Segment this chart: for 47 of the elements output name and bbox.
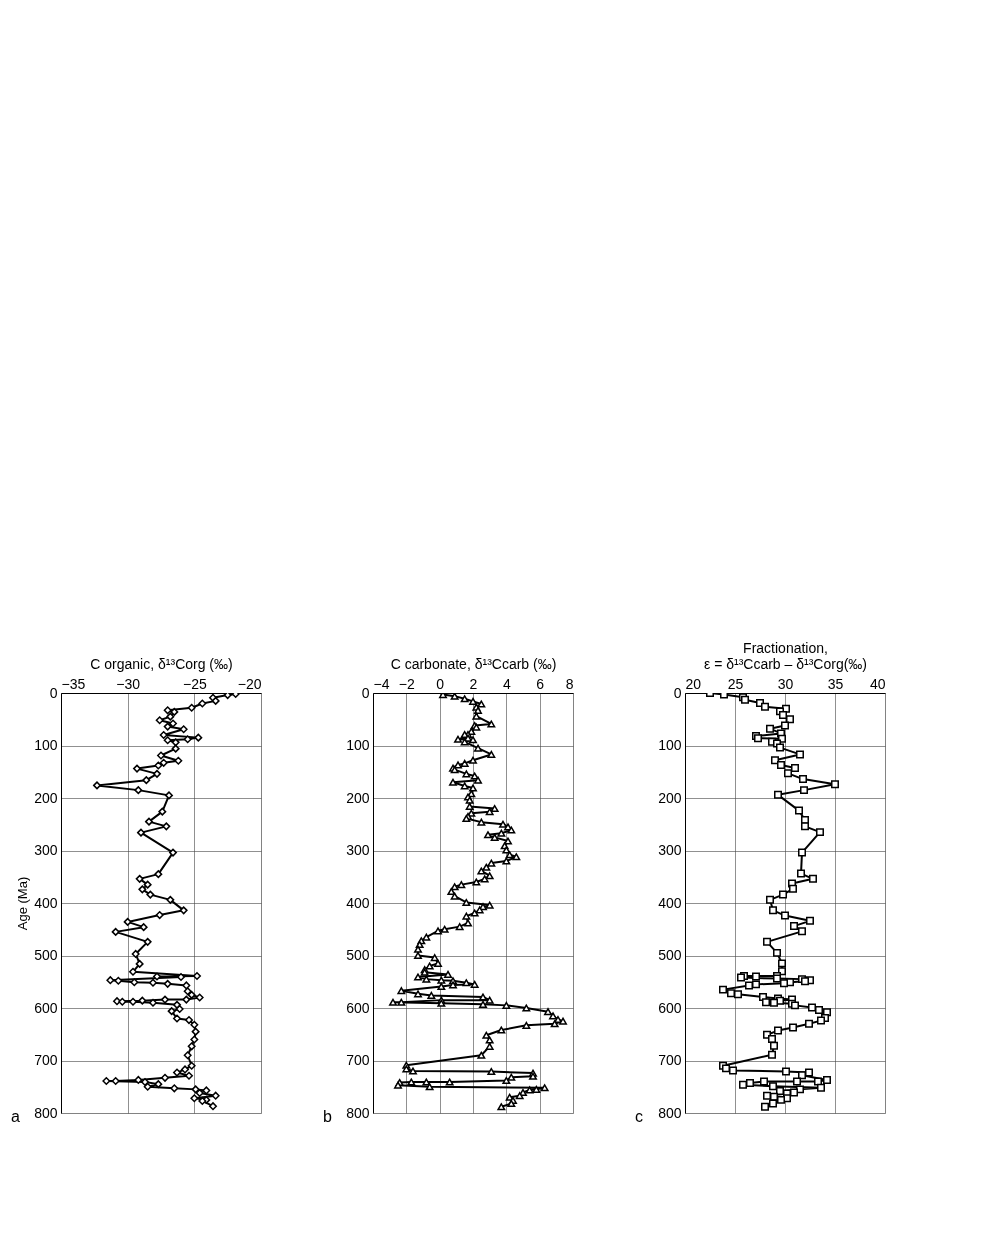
y-tick-label: 200: [658, 789, 682, 806]
x-tick-label: 8: [565, 675, 574, 692]
y-tick-label: 600: [658, 999, 682, 1016]
y-tick-label: 800: [658, 1104, 682, 1121]
y-tick-label: 500: [34, 947, 58, 963]
y-tick-label: 400: [346, 894, 370, 911]
y-tick-label: 200: [34, 789, 58, 806]
y-tick-label: 800: [34, 1104, 58, 1121]
x-tick-label: 30: [777, 675, 794, 692]
y-tick-label: 700: [346, 1052, 370, 1068]
x-tick-label: 2: [469, 675, 478, 692]
y-tick-label: 500: [346, 947, 370, 963]
y-tick-label: 300: [658, 842, 682, 858]
x-tick-label: 25: [727, 675, 744, 692]
y-tick-label: 200: [346, 789, 370, 806]
y-tick-label: 400: [34, 894, 58, 911]
x-tick-label: 4: [502, 675, 511, 692]
y-tick-label: 500: [658, 947, 682, 963]
text: b: [323, 1108, 332, 1125]
x-tick-label: −35: [61, 675, 86, 692]
x-tick-label: 20: [685, 675, 702, 692]
text: a: [11, 1108, 20, 1125]
x-tick-label: 40: [869, 675, 886, 692]
x-tick-label: −2: [398, 675, 416, 692]
y-axis-title: Age (Ma): [15, 876, 31, 931]
x-tick-label: 35: [827, 675, 844, 692]
x-tick-label: −4: [373, 675, 390, 692]
y-tick-label: 800: [346, 1104, 370, 1121]
y-tick-label: 700: [658, 1052, 682, 1068]
y-tick-label: 100: [658, 737, 682, 753]
y-tick-label: 600: [34, 999, 58, 1016]
x-axis-title: C organic, δ¹³Corg (‰): [90, 655, 233, 672]
x-axis-title: Fractionation, ε = δ¹³Ccarb – δ¹³Corg(‰): [703, 639, 868, 672]
x-tick-label: 6: [536, 675, 545, 692]
text: c: [635, 1108, 643, 1125]
x-tick-label: −20: [237, 675, 262, 692]
y-tick-label: 400: [658, 894, 682, 911]
x-axis-title: C carbonate, δ¹³Ccarb (‰): [390, 655, 557, 672]
y-tick-label: 700: [34, 1052, 58, 1068]
y-tick-label: 300: [34, 842, 58, 858]
x-tick-label: −25: [182, 675, 207, 692]
x-tick-label: −30: [116, 675, 141, 692]
y-tick-label: 100: [34, 737, 58, 753]
y-tick-label: 600: [346, 999, 370, 1016]
y-tick-label: 300: [346, 842, 370, 858]
x-tick-label: 0: [436, 675, 445, 692]
y-tick-label: 100: [346, 737, 370, 753]
